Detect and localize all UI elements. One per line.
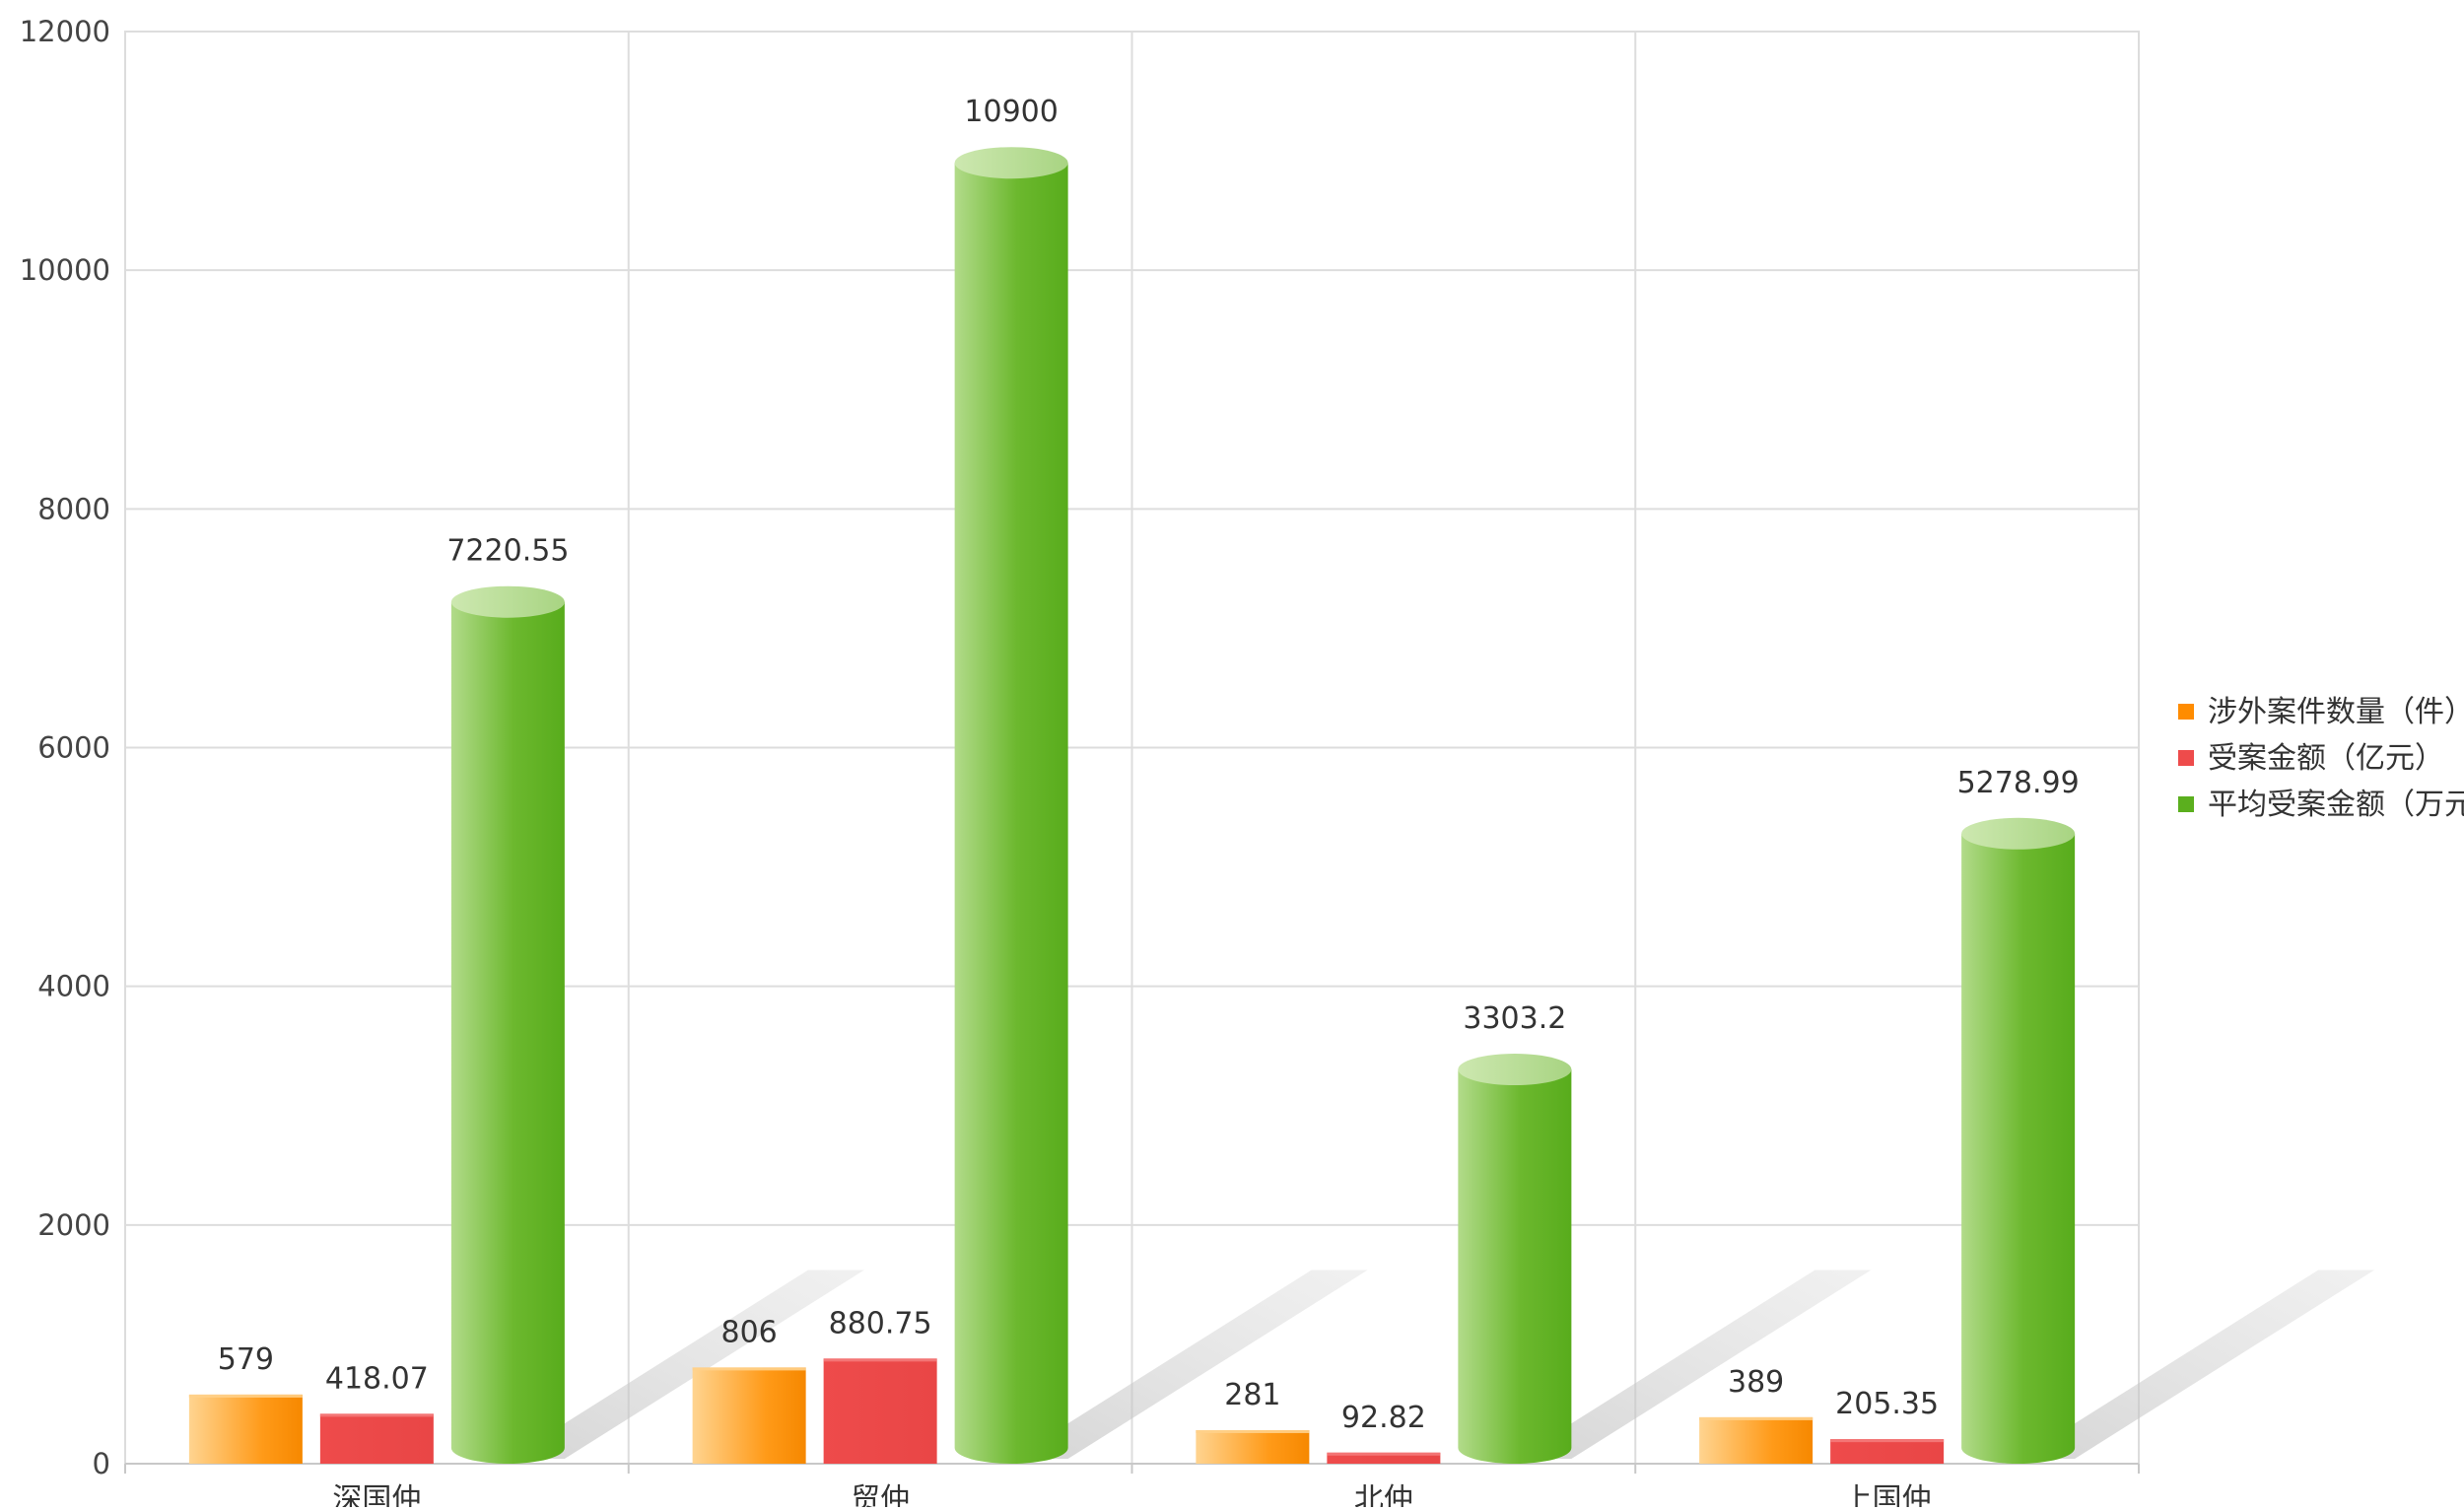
data-label: 5278.99 — [1957, 766, 2080, 800]
x-tick-label: 深国仲 — [332, 1482, 421, 1507]
bar-rect — [319, 1413, 434, 1464]
bar-cylinder — [450, 585, 565, 1464]
bars — [188, 147, 2076, 1465]
data-label: 880.75 — [829, 1306, 932, 1340]
legend-item[interactable]: 受案金额（亿元） — [2178, 741, 2444, 776]
legend-swatch — [2178, 750, 2194, 766]
y-tick-label: 8000 — [37, 492, 110, 525]
x-tick-label: 北仲 — [1354, 1482, 1413, 1507]
data-label: 579 — [218, 1342, 274, 1377]
bar-shadow — [1515, 1270, 1872, 1459]
legend-label: 受案金额（亿元） — [2208, 741, 2444, 776]
axes: 0 2000 4000 6000 8000 10000 12000 深国仲 贸仲 北仲 上国仲 — [20, 15, 2140, 1511]
y-tick-label: 12000 — [20, 15, 110, 48]
bar-rect — [692, 1367, 806, 1464]
legend: 涉外案件数量（件） 受案金额（亿元） 平均受案金额（万元） — [2178, 695, 2464, 822]
bar-rect — [1830, 1439, 1945, 1464]
bar-rect — [823, 1358, 937, 1464]
bar-cylinder — [954, 147, 1068, 1465]
legend-swatch — [2178, 796, 2194, 812]
data-label: 389 — [1728, 1365, 1784, 1400]
bar-shadow — [508, 1270, 864, 1459]
y-tick-label: 10000 — [20, 253, 110, 287]
legend-swatch — [2178, 704, 2194, 720]
data-label: 92.82 — [1341, 1401, 1426, 1435]
y-tick-label: 6000 — [37, 731, 110, 765]
x-tick-label: 上国仲 — [1843, 1482, 1932, 1507]
legend-label: 平均受案金额（万元） — [2208, 788, 2464, 822]
grid-lines — [124, 31, 2140, 1465]
data-label: 3303.2 — [1463, 1001, 1566, 1036]
bar-shadows — [508, 1270, 2375, 1459]
x-tick-label: 贸仲 — [851, 1482, 910, 1507]
legend-item[interactable]: 平均受案金额（万元） — [2178, 788, 2464, 822]
bar-shadow — [2019, 1270, 2375, 1459]
data-label: 418.07 — [325, 1361, 429, 1396]
data-label: 7220.55 — [446, 534, 569, 569]
y-tick-label: 0 — [93, 1447, 110, 1480]
legend-item[interactable]: 涉外案件数量（件） — [2178, 695, 2464, 729]
bar-rect — [188, 1394, 303, 1464]
y-tick-label: 4000 — [37, 970, 110, 1003]
data-labels: 579 806 281 389 418.07 880.75 92.82 205.35 7220.… — [218, 95, 2080, 1435]
data-label: 806 — [720, 1315, 777, 1349]
bar-cylinder — [1961, 817, 2076, 1464]
bar-cylinder — [1458, 1054, 1572, 1464]
y-tick-label: 2000 — [37, 1208, 110, 1242]
data-label: 281 — [1224, 1378, 1280, 1412]
bar-rect — [1699, 1416, 1814, 1464]
bar-rect — [1327, 1452, 1441, 1464]
data-label: 205.35 — [1835, 1387, 1939, 1421]
bar-shadow — [1011, 1270, 1368, 1459]
legend-label: 涉外案件数量（件） — [2208, 695, 2464, 729]
data-label: 10900 — [964, 95, 1058, 129]
bar-rect — [1196, 1429, 1310, 1464]
